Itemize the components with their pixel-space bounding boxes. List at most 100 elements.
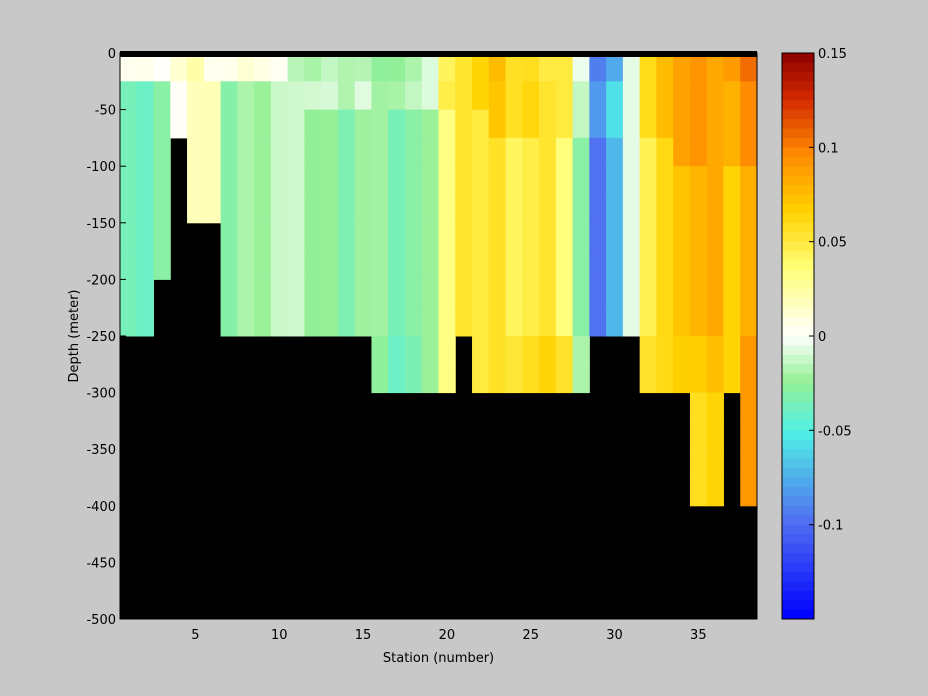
heatmap-cell xyxy=(522,137,540,167)
colorbar-tick-label: -0.05 xyxy=(818,424,852,439)
heatmap-cell xyxy=(153,81,171,111)
heatmap-cell xyxy=(723,81,741,111)
heatmap-cell xyxy=(321,109,339,139)
x-tick-label: 5 xyxy=(191,628,199,643)
heatmap-cell xyxy=(438,251,456,280)
heatmap-cell xyxy=(354,194,372,224)
colorbar-tick-label: -0.1 xyxy=(818,519,843,534)
heatmap-cell xyxy=(354,137,372,167)
colorbar-swatch xyxy=(782,119,814,129)
heatmap-cell xyxy=(455,194,473,224)
heatmap-cell xyxy=(438,194,456,224)
heatmap-cell xyxy=(740,166,758,195)
heatmap-cell xyxy=(388,307,406,337)
heatmap-cell xyxy=(304,222,322,252)
heatmap-cell xyxy=(337,307,356,337)
heatmap-cell xyxy=(254,81,272,111)
heatmap-cell xyxy=(254,194,272,224)
heatmap-cell xyxy=(706,420,724,450)
heatmap-cell xyxy=(287,137,305,167)
colorbar-swatch xyxy=(782,147,814,158)
colorbar-swatch xyxy=(782,194,814,205)
heatmap-cell xyxy=(438,307,456,337)
heatmap-cell xyxy=(421,194,439,224)
heatmap-cell xyxy=(220,137,238,167)
heatmap-cell xyxy=(136,81,155,111)
heatmap-cells xyxy=(120,51,758,619)
colorbar-swatch xyxy=(782,81,814,92)
heatmap-cell xyxy=(421,251,439,280)
heatmap-cell xyxy=(438,81,456,111)
heatmap-cell xyxy=(505,336,523,365)
heatmap-cell xyxy=(740,420,758,450)
heatmap-cell xyxy=(371,109,389,139)
heatmap-cell xyxy=(555,109,574,139)
heatmap-cell xyxy=(689,251,708,280)
heatmap-cell xyxy=(120,279,138,309)
colorbar-tick-label: 0.05 xyxy=(818,236,847,251)
heatmap-cell xyxy=(371,307,389,337)
colorbar-tick-label: 0.15 xyxy=(818,47,847,62)
colorbar-swatch xyxy=(782,543,814,554)
heatmap-cell xyxy=(522,336,540,365)
heatmap-cell xyxy=(673,194,691,224)
colorbar-swatch xyxy=(782,100,814,111)
heatmap-cell xyxy=(254,307,272,337)
heatmap-cell xyxy=(656,222,674,252)
heatmap-cell xyxy=(589,279,607,309)
heatmap-cell xyxy=(287,166,305,195)
heatmap-cell xyxy=(388,251,406,280)
heatmap-cell xyxy=(706,364,724,394)
heatmap-cell xyxy=(421,166,439,195)
colorbar-swatch xyxy=(782,411,814,422)
colorbar-swatch xyxy=(782,383,814,394)
x-tick-label: 25 xyxy=(522,628,539,643)
y-tick-label: -450 xyxy=(86,556,116,571)
colorbar-swatch xyxy=(782,524,814,535)
heatmap-cell xyxy=(555,137,574,167)
heatmap-cell xyxy=(153,137,171,167)
heatmap-cell xyxy=(220,53,238,82)
heatmap-cell xyxy=(120,194,138,224)
heatmap-cell xyxy=(270,279,289,309)
heatmap-cell xyxy=(153,251,171,280)
heatmap-cell xyxy=(237,81,255,111)
heatmap-cell xyxy=(438,166,456,195)
heatmap-cell xyxy=(522,222,540,252)
heatmap-cell xyxy=(639,307,657,337)
colorbar-swatch xyxy=(782,317,814,328)
heatmap-cell xyxy=(304,137,322,167)
heatmap-cell xyxy=(488,166,507,195)
heatmap-cell xyxy=(455,279,473,309)
heatmap-cell xyxy=(203,166,222,195)
heatmap-cell xyxy=(153,166,171,195)
heatmap-cell xyxy=(555,166,574,195)
colorbar-swatch xyxy=(782,213,814,224)
heatmap-cell xyxy=(706,392,724,422)
heatmap-cell xyxy=(371,137,389,167)
heatmap-cell xyxy=(505,109,523,139)
heatmap-cell xyxy=(555,194,574,224)
heatmap-cell xyxy=(438,137,456,167)
heatmap-cell xyxy=(706,449,724,478)
heatmap-cell xyxy=(539,336,557,365)
heatmap-cell xyxy=(723,364,741,394)
heatmap-cell xyxy=(522,53,540,82)
colorbar-swatch xyxy=(782,90,814,101)
heatmap-cell xyxy=(488,336,507,365)
heatmap-cell xyxy=(203,81,222,111)
colorbar-swatch xyxy=(782,345,814,356)
heatmap-cell xyxy=(220,81,238,111)
y-tick-label: -400 xyxy=(86,500,116,515)
heatmap-cell xyxy=(689,194,708,224)
heatmap-cell xyxy=(254,222,272,252)
heatmap-cell xyxy=(404,307,423,337)
heatmap-cell xyxy=(337,279,356,309)
heatmap-cell xyxy=(371,222,389,252)
colorbar-swatch xyxy=(782,581,814,592)
heatmap-cell xyxy=(421,222,439,252)
heatmap-cell xyxy=(606,166,624,195)
colorbar-swatch xyxy=(782,166,814,177)
heatmap-cell xyxy=(270,109,289,139)
